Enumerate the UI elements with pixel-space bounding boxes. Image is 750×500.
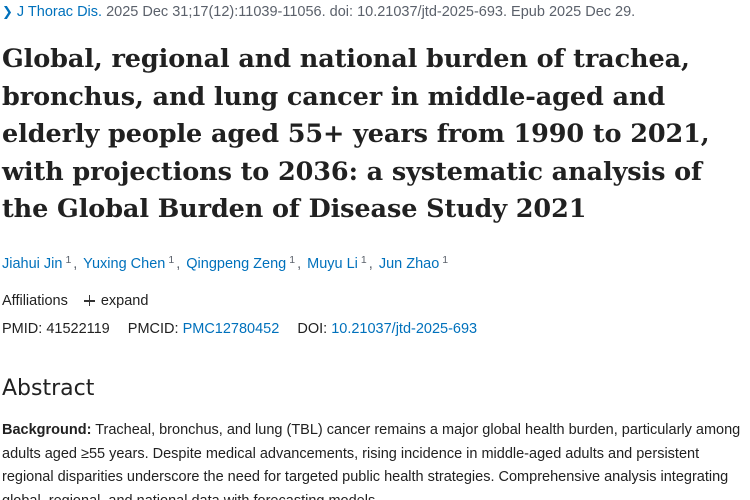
author-separator: , [368,256,373,272]
doi-label: DOI: [297,321,328,337]
affiliation-ref[interactable]: 1 [442,254,449,266]
author-list: Jiahui Jin 1, Yuxing Chen 1, Qingpeng Zeng… [2,254,449,272]
journal-name: J Thorac Dis. [16,4,103,20]
pmid-value: 41522119 [46,321,110,337]
pmcid-label: PMCID: [127,321,179,337]
pmcid-item: PMCID: PMC12780452 [128,321,280,337]
article-title: Global, regional and national burden of … [2,44,710,224]
author-separator: , [297,256,302,272]
affiliation-ref[interactable]: 1 [65,254,72,266]
citation-line: ❯ J Thorac Dis. 2025 Dec 31;17(12):11039-… [2,4,635,20]
plus-icon [83,295,95,306]
author-link[interactable]: Jiahui Jin [2,256,63,272]
author-separator: , [176,256,181,272]
background-text: Tracheal, bronchus, and lung (TBL) cance… [2,422,741,500]
journal-link[interactable]: ❯ J Thorac Dis. [2,4,102,20]
citation-details: 2025 Dec 31;17(12):11039-11056. doi: 10.… [102,4,636,20]
affiliations-label: Affiliations [2,293,68,309]
author-link[interactable]: Muyu Li [307,256,358,272]
background-label: Background: [2,422,92,438]
pmid-item: PMID: 41522119 [2,321,110,337]
identifiers-row: PMID: 41522119 PMCID: PMC12780452 DOI: 1… [2,321,491,337]
abstract-background: Background: Tracheal, bronchus, and lung… [2,419,748,500]
author-separator: , [73,256,78,272]
abstract-heading: Abstract [2,376,95,401]
expand-label: expand [100,293,149,309]
chevron-right-icon: ❯ [2,4,13,19]
affiliations-row: Affiliations expand [2,293,148,309]
pmid-label: PMID: [2,321,43,337]
affiliation-ref[interactable]: 1 [289,254,296,266]
doi-link[interactable]: 10.21037/jtd-2025-693 [331,321,478,337]
pmcid-link[interactable]: PMC12780452 [182,321,280,337]
author-link[interactable]: Qingpeng Zeng [186,256,287,272]
affiliation-ref[interactable]: 1 [360,254,367,266]
author-link[interactable]: Jun Zhao [378,256,440,272]
affiliation-ref[interactable]: 1 [168,254,175,266]
doi-item: DOI: 10.21037/jtd-2025-693 [297,321,477,337]
expand-affiliations-button[interactable]: expand [83,293,149,309]
author-link[interactable]: Yuxing Chen [83,256,166,272]
